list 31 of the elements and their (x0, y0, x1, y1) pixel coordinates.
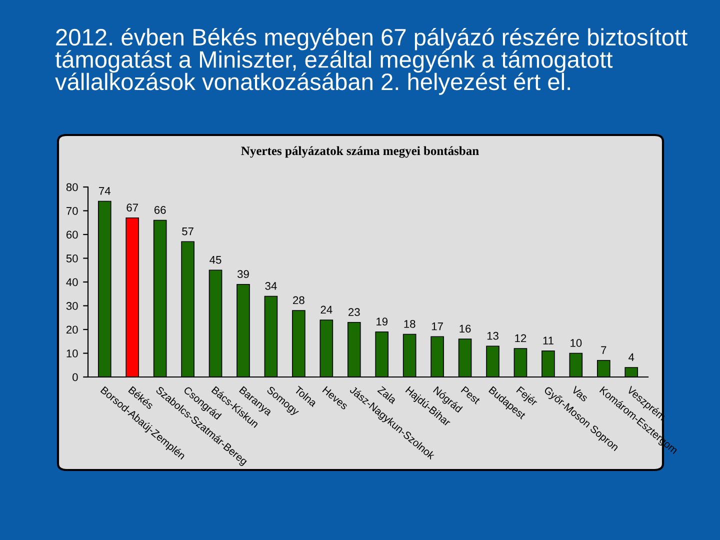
data-label: 11 (543, 336, 554, 344)
data-label: 67 (126, 204, 138, 212)
data-label: 19 (376, 318, 388, 326)
data-label: 24 (320, 306, 332, 314)
data-label: 23 (348, 308, 360, 316)
y-tick-label: 70 (66, 207, 78, 215)
data-label: 39 (237, 270, 249, 278)
data-label: 7 (601, 346, 606, 354)
data-label: 12 (515, 334, 526, 342)
y-tick-label: 60 (66, 230, 78, 239)
y-tick-label: 30 (66, 302, 78, 310)
y-tick-label: 40 (66, 278, 78, 286)
chart-title: 2012. évben Békés megyében 67 pályázó részére biztosított támogatást a Miniszter, ezáltal megyénk a támogatott vállalkozások vonatkozásában 2. helyezést ért el. (55, 28, 688, 95)
y-tick-label: 50 (66, 254, 78, 262)
data-label: 34 (265, 282, 277, 290)
y-tick-label: 0 (72, 373, 78, 382)
data-label: 17 (432, 322, 443, 330)
data-label: 4 (628, 353, 634, 362)
data-label: 10 (570, 339, 582, 347)
y-tick-label: 80 (66, 183, 78, 192)
data-label: 57 (182, 228, 194, 236)
y-tick-label: 20 (66, 326, 78, 334)
data-label: 28 (293, 296, 304, 304)
y-tick-label: 10 (66, 350, 78, 358)
data-label: 18 (404, 320, 416, 328)
data-label: 16 (460, 324, 471, 333)
data-label: 66 (154, 206, 166, 214)
data-label: 45 (210, 256, 222, 264)
data-label: 74 (99, 187, 110, 195)
data-label: 13 (487, 332, 498, 340)
chart-subtitle: Nyertes pályázatok száma megyei bontásban (241, 146, 479, 158)
